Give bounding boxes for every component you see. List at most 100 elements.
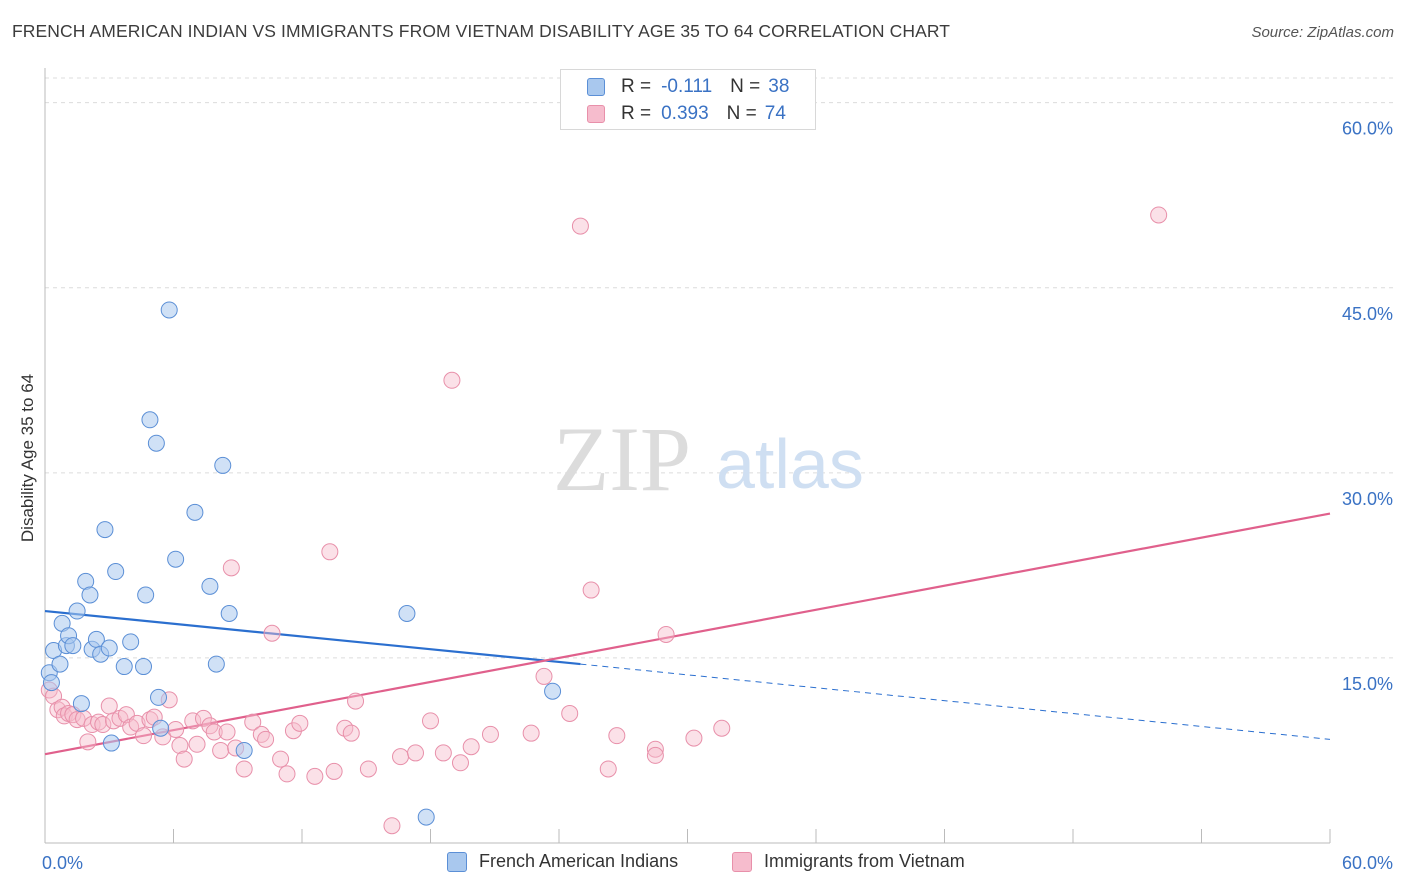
gridlines (45, 77, 1393, 659)
point-french-american-indians (68, 602, 86, 620)
point-immigrants-from-vietnam (561, 704, 579, 722)
legend-row-immigrants-from-vietnam: R = 0.393 N = 74 (587, 102, 786, 126)
point-immigrants-from-vietnam (342, 724, 360, 742)
point-immigrants-from-vietnam (222, 559, 240, 577)
point-french-american-indians (220, 605, 238, 622)
point-immigrants-from-vietnam (167, 720, 185, 738)
point-immigrants-from-vietnam (434, 744, 452, 762)
series-legend: French American Indians Immigrants from … (0, 851, 1406, 877)
point-french-american-indians (42, 674, 60, 692)
point-immigrants-from-vietnam (135, 727, 153, 745)
y-tick-label: 15.0% (1342, 674, 1393, 694)
point-immigrants-from-vietnam (188, 735, 206, 753)
point-french-american-indians (137, 586, 155, 604)
trend-lines (44, 512, 1331, 756)
point-french-american-indians (122, 633, 140, 651)
legend-r-label: R = (621, 76, 652, 97)
point-immigrants-from-vietnam (272, 750, 290, 768)
y-tick-label: 30.0% (1342, 489, 1393, 509)
series-legend-label: French American Indians (479, 851, 679, 871)
point-french-american-indians (214, 456, 232, 474)
point-immigrants-from-vietnam (685, 729, 703, 747)
tick-labels: 15.0% 30.0% 45.0% 60.0% 0.0% 60.0% (42, 119, 1393, 873)
point-immigrants-from-vietnam (263, 624, 281, 642)
point-immigrants-from-vietnam (291, 714, 309, 732)
point-immigrants-from-vietnam (422, 712, 439, 730)
legend-r-label: R = (621, 103, 652, 124)
point-french-american-indians (51, 655, 69, 673)
legend-n-label: N = (730, 76, 761, 97)
legend-n-value: 38 (768, 76, 790, 97)
point-immigrants-from-vietnam (205, 723, 223, 741)
point-immigrants-from-vietnam (257, 730, 275, 748)
trend-line-french-american-indians (44, 609, 581, 666)
point-immigrants-from-vietnam (184, 712, 202, 730)
point-immigrants-from-vietnam (451, 754, 469, 772)
stats-legend: R = -0.111 N = 38 R = 0.393 N = 74 (560, 69, 816, 130)
legend-r-value: -0.111 (661, 76, 713, 97)
point-immigrants-from-vietnam (212, 741, 230, 759)
point-immigrants-from-vietnam (646, 746, 664, 764)
y-tick-label: 60.0% (1342, 119, 1393, 139)
point-immigrants-from-vietnam (175, 750, 193, 768)
point-immigrants-from-vietnam (235, 760, 253, 778)
point-french-american-indians (201, 577, 219, 595)
point-immigrants-from-vietnam (481, 725, 499, 743)
point-french-american-indians (81, 586, 99, 604)
legend-swatch-pink (732, 851, 752, 872)
point-french-american-indians (141, 411, 159, 429)
point-immigrants-from-vietnam (392, 748, 410, 766)
legend-row-french-american-indians: R = -0.111 N = 38 (587, 75, 789, 99)
point-french-american-indians (207, 655, 225, 673)
point-immigrants-from-vietnam (171, 737, 189, 755)
point-french-american-indians (102, 734, 120, 752)
legend-n-label: N = (726, 103, 757, 124)
point-immigrants-from-vietnam (599, 760, 617, 778)
point-immigrants-from-vietnam (462, 738, 480, 756)
point-french-american-indians (72, 695, 90, 713)
source-label: Source: ZipAtlas.com (1251, 24, 1394, 41)
point-french-american-indians (64, 637, 82, 655)
point-immigrants-from-vietnam (244, 713, 262, 731)
point-immigrants-from-vietnam (321, 543, 339, 561)
point-french-american-indians (152, 719, 170, 737)
point-immigrants-from-vietnam (94, 716, 112, 734)
point-immigrants-from-vietnam (278, 765, 296, 783)
legend-r-value: 0.393 (661, 103, 709, 124)
axes (44, 68, 1331, 844)
legend-swatch-pink (587, 105, 605, 123)
point-immigrants-from-vietnam (325, 762, 343, 780)
point-immigrants-from-vietnam (443, 371, 461, 389)
point-immigrants-from-vietnam (657, 625, 675, 643)
point-french-american-indians (417, 808, 435, 826)
data-points (40, 206, 1168, 835)
point-immigrants-from-vietnam (571, 217, 589, 235)
point-french-american-indians (160, 301, 178, 319)
watermark-zip: ZIP (553, 408, 691, 510)
point-french-american-indians (186, 503, 204, 521)
x-tick-label-min: 0.0% (42, 853, 83, 873)
series-legend-item-french-american-indians: French American Indians (447, 851, 678, 872)
point-immigrants-from-vietnam (306, 767, 324, 785)
chart-title: FRENCH AMERICAN INDIAN VS IMMIGRANTS FRO… (12, 21, 951, 41)
series-legend-item-immigrants-from-vietnam: Immigrants from Vietnam (732, 851, 965, 872)
point-immigrants-from-vietnam (347, 692, 365, 710)
legend-swatch-blue (587, 78, 605, 96)
x-tick-label-max: 60.0% (1342, 853, 1393, 873)
point-immigrants-from-vietnam (1150, 206, 1168, 224)
point-immigrants-from-vietnam (407, 744, 425, 762)
point-immigrants-from-vietnam (713, 719, 731, 737)
point-french-american-indians (107, 563, 125, 581)
point-french-american-indians (147, 434, 165, 452)
point-french-american-indians (544, 682, 562, 700)
y-tick-label: 45.0% (1342, 304, 1393, 324)
point-immigrants-from-vietnam (646, 740, 664, 758)
point-immigrants-from-vietnam (535, 667, 553, 685)
point-french-american-indians (167, 550, 185, 568)
point-immigrants-from-vietnam (201, 717, 219, 735)
point-immigrants-from-vietnam (359, 760, 377, 778)
series-legend-label: Immigrants from Vietnam (764, 851, 965, 871)
point-french-american-indians (150, 688, 168, 706)
point-immigrants-from-vietnam (522, 724, 540, 742)
